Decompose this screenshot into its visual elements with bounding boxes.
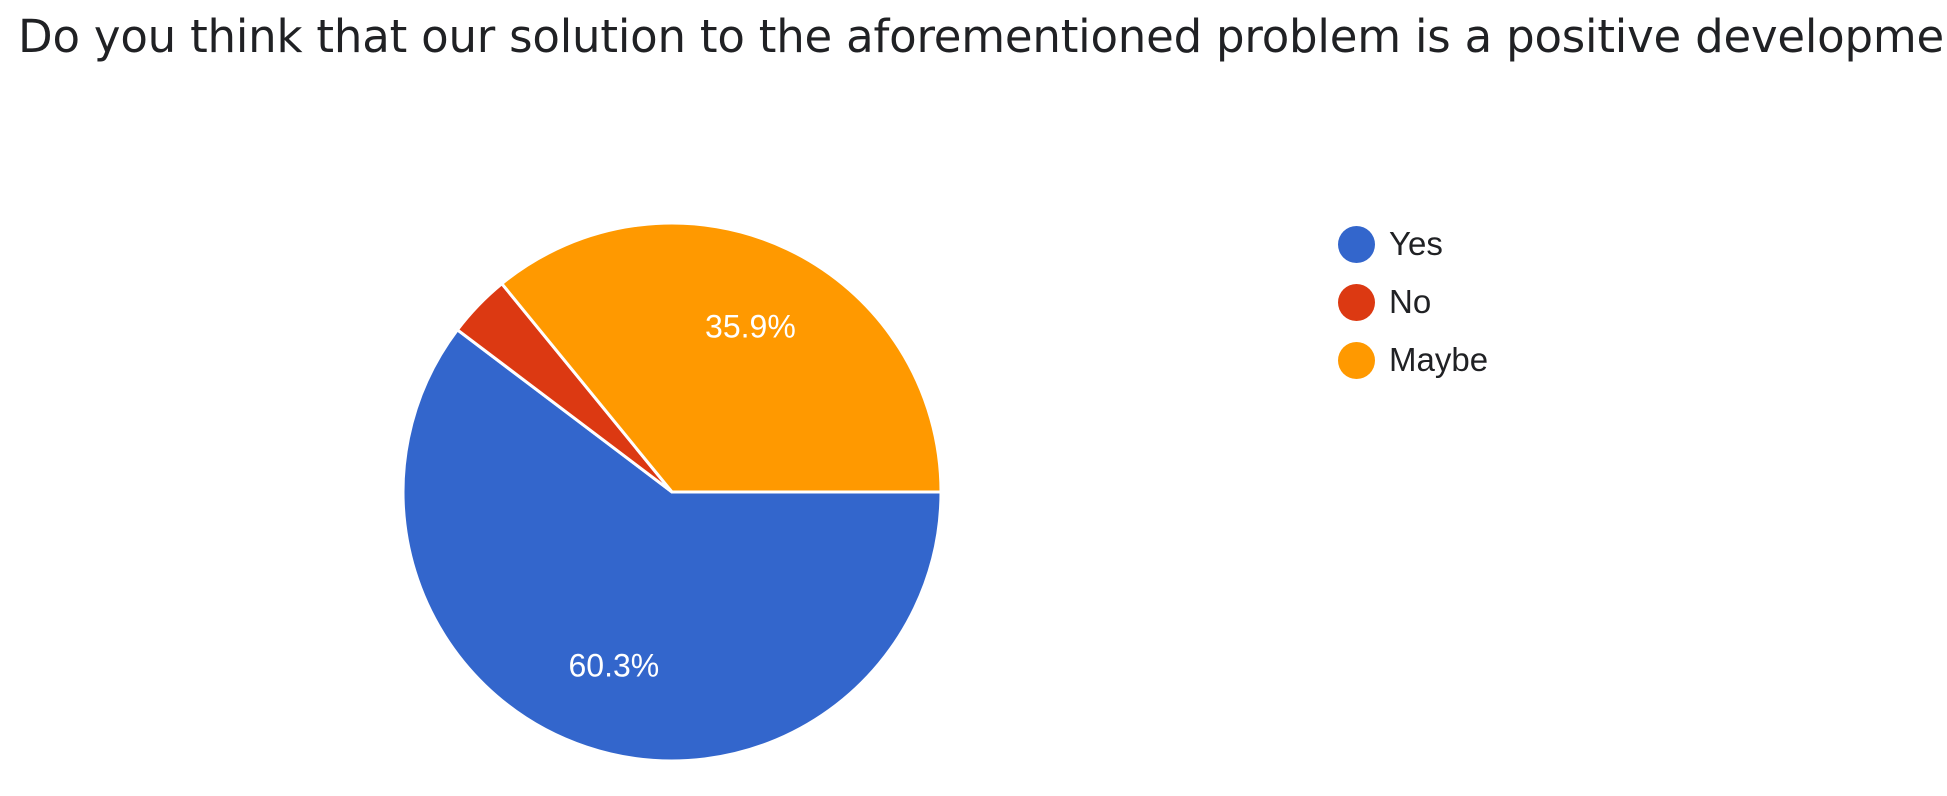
legend-swatch-no	[1338, 283, 1375, 321]
chart-title: Do you think that our solution to the af…	[18, 10, 1947, 63]
slice-label-maybe: 35.9%	[705, 309, 796, 345]
pie-slices	[401, 221, 943, 763]
legend-swatch-maybe	[1338, 341, 1375, 379]
legend-item-maybe[interactable]: Maybe	[1338, 331, 1488, 389]
slice-label-yes: 60.3%	[568, 647, 659, 683]
legend-item-yes[interactable]: Yes	[1338, 215, 1488, 273]
slice-labels: 60.3% 35.9%	[568, 309, 795, 684]
legend-label-yes: Yes	[1389, 225, 1443, 262]
legend: Yes No Maybe	[1338, 215, 1488, 389]
pie-slice-maybe[interactable]	[499, 221, 943, 494]
legend-item-no[interactable]: No	[1338, 273, 1488, 331]
pie-slice-yes[interactable]	[401, 327, 943, 763]
legend-label-maybe: Maybe	[1389, 341, 1489, 378]
legend-label-no: No	[1389, 283, 1432, 320]
legend-swatch-yes	[1338, 225, 1375, 263]
